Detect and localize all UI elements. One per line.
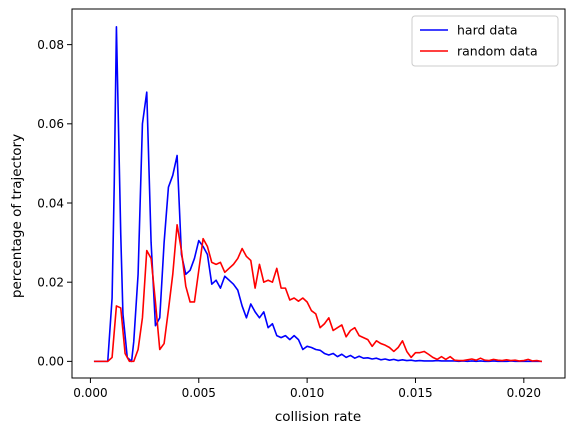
legend-label: hard data xyxy=(457,23,518,38)
x-axis-label: collision rate xyxy=(275,409,361,425)
x-tick-label: 0.005 xyxy=(182,386,216,400)
x-axis-ticks: 0.000 0.005 0.010 0.015 0.020 xyxy=(73,378,541,400)
series-layer xyxy=(93,26,543,363)
y-tick-label: 0.04 xyxy=(37,196,64,210)
series-line-random-data xyxy=(93,223,543,363)
plot-frame xyxy=(71,8,566,379)
y-tick-label: 0.00 xyxy=(37,355,64,369)
x-tick-label: 0.015 xyxy=(398,386,432,400)
y-tick-label: 0.08 xyxy=(37,38,64,52)
x-tick-label: 0.010 xyxy=(290,386,324,400)
legend-label: random data xyxy=(457,44,538,59)
y-axis-ticks: 0.00 0.02 0.04 0.06 0.08 xyxy=(37,38,72,369)
axes-frame xyxy=(71,8,566,379)
x-tick-label: 0.000 xyxy=(73,386,107,400)
x-tick-label: 0.020 xyxy=(507,386,541,400)
y-tick-label: 0.02 xyxy=(37,275,64,289)
series-line-hard-data xyxy=(93,26,542,363)
legend: hard data random data xyxy=(411,15,559,67)
y-axis-label: percentage of trajectory xyxy=(9,134,25,298)
y-tick-label: 0.06 xyxy=(37,117,64,131)
legend-box xyxy=(411,15,559,67)
